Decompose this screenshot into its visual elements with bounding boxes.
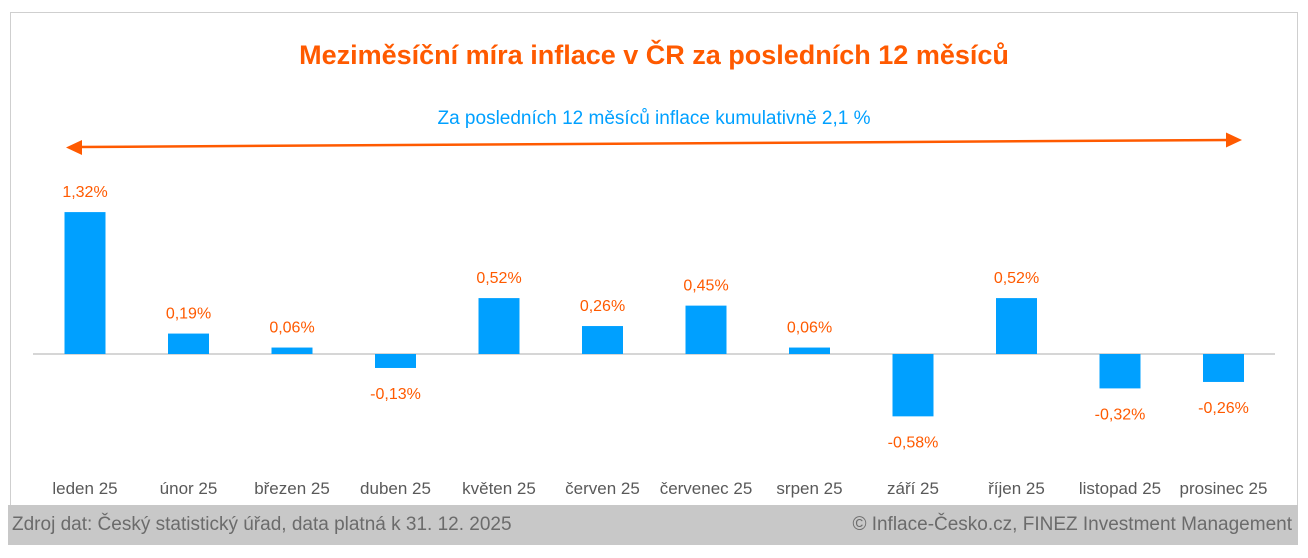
- x-tick-label-8: září 25: [887, 479, 939, 498]
- data-label-9: 0,52%: [994, 270, 1039, 287]
- x-tick-label-10: listopad 25: [1079, 479, 1161, 498]
- bar-0: [64, 212, 106, 354]
- x-tick-label-7: srpen 25: [776, 479, 842, 498]
- data-label-10: -0,32%: [1095, 406, 1146, 423]
- data-label-5: 0,26%: [580, 298, 625, 315]
- data-label-3: -0,13%: [370, 386, 421, 403]
- chart-title: Meziměsíční míra inflace v ČR za posledn…: [299, 39, 1009, 70]
- data-label-7: 0,06%: [787, 320, 832, 337]
- bar-8: [892, 354, 934, 417]
- data-label-6: 0,45%: [683, 278, 728, 295]
- data-label-8: -0,58%: [888, 434, 939, 451]
- bar-1: [168, 333, 209, 354]
- bar-9: [996, 298, 1037, 354]
- data-label-4: 0,52%: [476, 270, 521, 287]
- bar-7: [789, 347, 830, 354]
- cumulative-annotation: Za posledních 12 měsíců inflace kumulati…: [437, 108, 870, 129]
- bar-4: [478, 298, 520, 354]
- copyright: © Inflace-Česko.cz, FINEZ Investment Man…: [852, 514, 1292, 535]
- x-tick-label-5: červen 25: [565, 479, 640, 498]
- data-source: Zdroj dat: Český statistický úřad, data …: [12, 514, 512, 535]
- x-tick-label-11: prosinec 25: [1180, 479, 1268, 498]
- bar-6: [685, 305, 727, 354]
- double-arrow: [66, 132, 1242, 155]
- bar-10: [1099, 354, 1141, 389]
- bar-5: [582, 326, 623, 354]
- chart-frame: [10, 12, 1298, 506]
- x-tick-label-3: duben 25: [360, 479, 431, 498]
- x-tick-label-1: únor 25: [160, 479, 218, 498]
- bar-3: [375, 354, 416, 368]
- x-tick-label-6: červenec 25: [660, 479, 753, 498]
- data-label-0: 1,32%: [62, 184, 107, 201]
- data-label-2: 0,06%: [269, 320, 314, 337]
- bar-11: [1203, 354, 1244, 382]
- data-label-1: 0,19%: [166, 306, 211, 323]
- footer: Zdroj dat: Český statistický úřad, data …: [8, 505, 1298, 545]
- x-tick-label-9: říjen 25: [988, 479, 1045, 498]
- bar-2: [271, 347, 313, 354]
- x-tick-label-4: květen 25: [462, 479, 536, 498]
- x-tick-label-2: březen 25: [254, 479, 330, 498]
- x-tick-label-0: leden 25: [52, 479, 117, 498]
- data-label-11: -0,26%: [1198, 400, 1249, 417]
